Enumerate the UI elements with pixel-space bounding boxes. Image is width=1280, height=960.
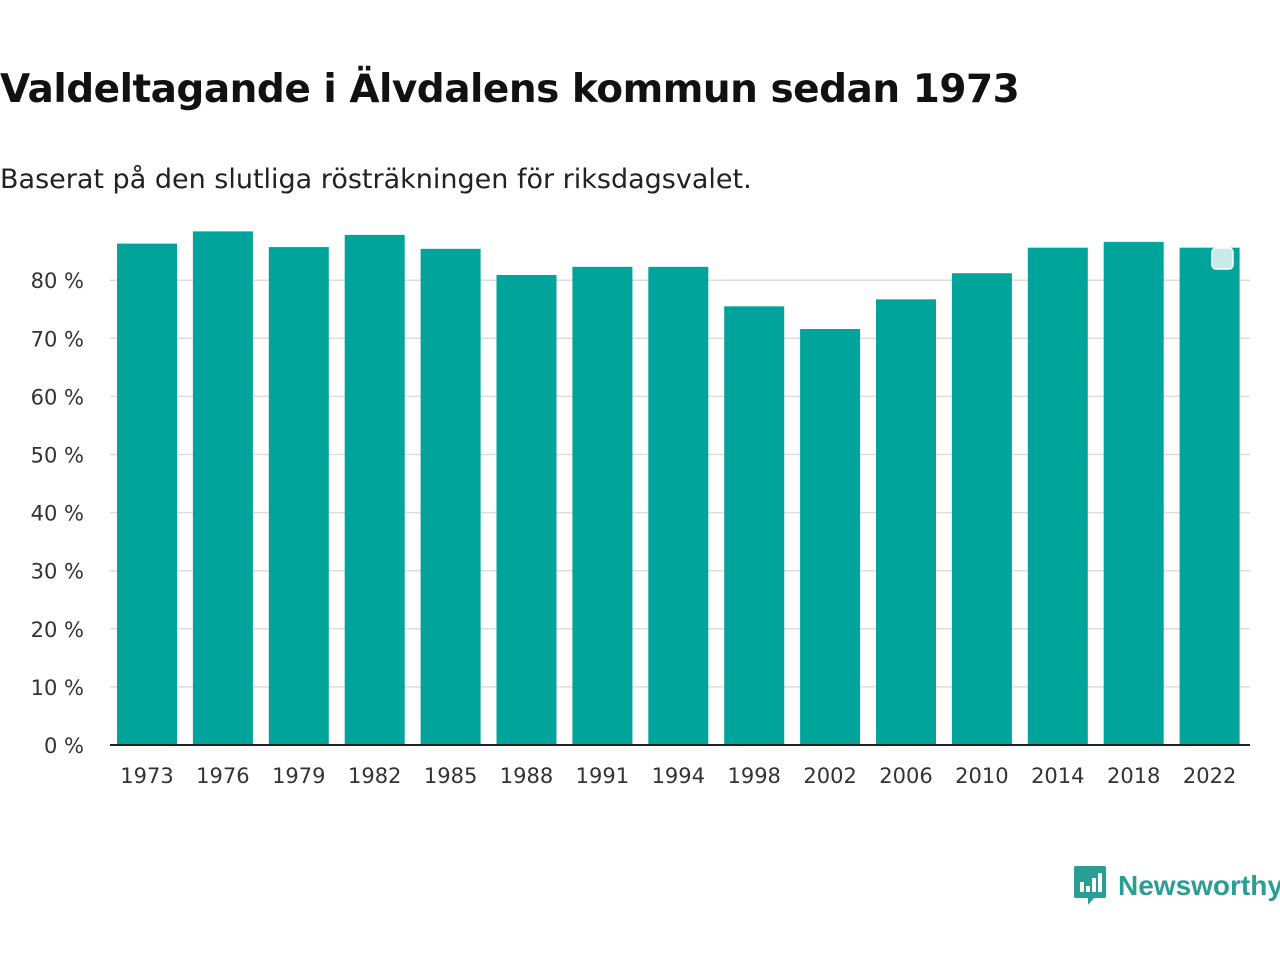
x-tick-label: 1973 <box>120 764 173 788</box>
bar-1982[interactable] <box>344 234 405 745</box>
y-tick-label: 70 % <box>31 327 84 351</box>
y-tick-label: 40 % <box>31 502 84 526</box>
x-tick-label: 2022 <box>1183 764 1236 788</box>
chart-title: Valdeltagande i Älvdalens kommun sedan 1… <box>0 67 1020 112</box>
bar-2018[interactable] <box>1103 241 1164 745</box>
bar-1976[interactable] <box>192 231 253 745</box>
bar-2006[interactable] <box>876 299 936 745</box>
y-tick-label: 60 % <box>31 385 84 409</box>
x-tick-label: 1988 <box>500 764 553 788</box>
bar-1979[interactable] <box>268 247 329 745</box>
bars <box>117 231 1240 746</box>
x-tick-label: 1976 <box>196 764 249 788</box>
x-tick-label: 2018 <box>1107 764 1160 788</box>
bar-1994[interactable] <box>648 266 709 745</box>
x-tick-label: 1985 <box>424 764 477 788</box>
x-tick-label: 1982 <box>348 764 401 788</box>
bar-2010[interactable] <box>951 273 1012 745</box>
newsworthy-brand: Newsworthy <box>1072 864 1280 908</box>
newsworthy-logo-icon <box>1074 866 1106 905</box>
x-tick-label: 2002 <box>803 764 856 788</box>
y-tick-label: 0 % <box>44 734 84 758</box>
brand-name[interactable]: Newsworthy <box>1118 870 1280 901</box>
chart-subtitle: Baserat på den slutliga rösträkningen fö… <box>0 164 752 195</box>
y-tick-label: 20 % <box>31 618 84 642</box>
x-tick-label: 1994 <box>652 764 705 788</box>
bar-1973[interactable] <box>117 243 177 746</box>
bar-1991[interactable] <box>572 266 633 745</box>
bar-1998[interactable] <box>724 306 785 745</box>
legend-marker[interactable] <box>1211 247 1234 270</box>
y-tick-label: 30 % <box>31 560 84 584</box>
bar-2014[interactable] <box>1027 247 1088 745</box>
y-tick-label: 50 % <box>31 444 84 468</box>
x-tick-label: 2006 <box>879 764 932 788</box>
x-tick-label: 1998 <box>727 764 780 788</box>
y-axis-labels: 0 % 10 % 20 % 30 % 40 % 50 % 60 % 70 % 80 % <box>31 269 84 758</box>
x-axis-labels: 1973 1976 1979 1982 1985 1988 1991 1994 1998 2002… <box>120 764 1236 788</box>
y-tick-label: 80 % <box>31 269 84 293</box>
bar-1988[interactable] <box>496 274 557 745</box>
x-tick-label: 1991 <box>576 764 629 788</box>
bar-2022[interactable] <box>1179 247 1240 745</box>
bar-2002[interactable] <box>800 329 861 745</box>
x-tick-label: 2014 <box>1031 764 1084 788</box>
bar-1985[interactable] <box>420 248 481 746</box>
x-tick-label: 1979 <box>272 764 325 788</box>
y-tick-label: 10 % <box>31 676 84 700</box>
x-tick-label: 2010 <box>955 764 1008 788</box>
